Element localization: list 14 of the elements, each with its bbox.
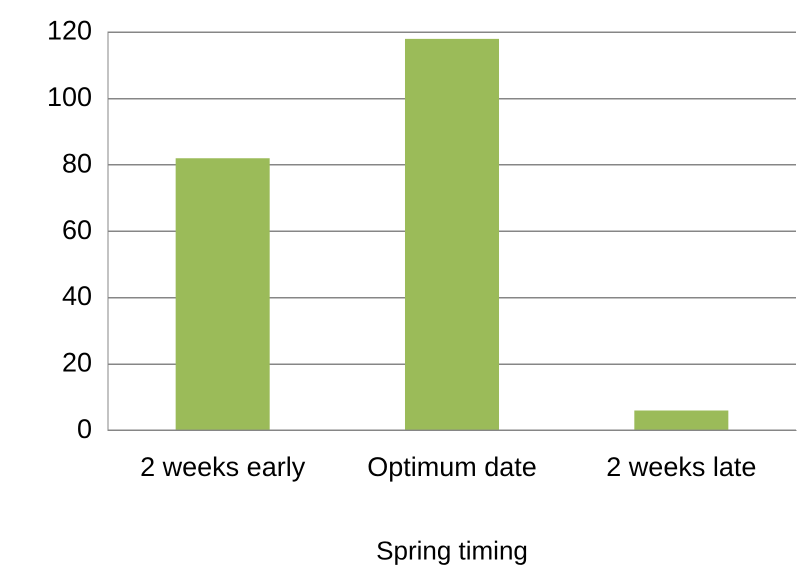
x-axis-title: Spring timing	[376, 536, 528, 566]
y-tick-label: 60	[62, 214, 92, 245]
x-tick-label: 2 weeks late	[606, 452, 756, 482]
bar	[634, 410, 728, 430]
bar	[176, 158, 270, 430]
x-tick-label: 2 weeks early	[140, 452, 306, 482]
y-tick-label: 20	[62, 347, 92, 378]
bar	[404, 38, 500, 430]
y-tick-label: 100	[46, 82, 92, 112]
y-tick-label: 0	[76, 414, 92, 444]
x-tick-label: Optimum date	[367, 452, 537, 482]
y-tick-label: 80	[62, 148, 92, 178]
y-tick-label: 120	[46, 16, 92, 46]
y-tick-label: 40	[62, 281, 92, 312]
